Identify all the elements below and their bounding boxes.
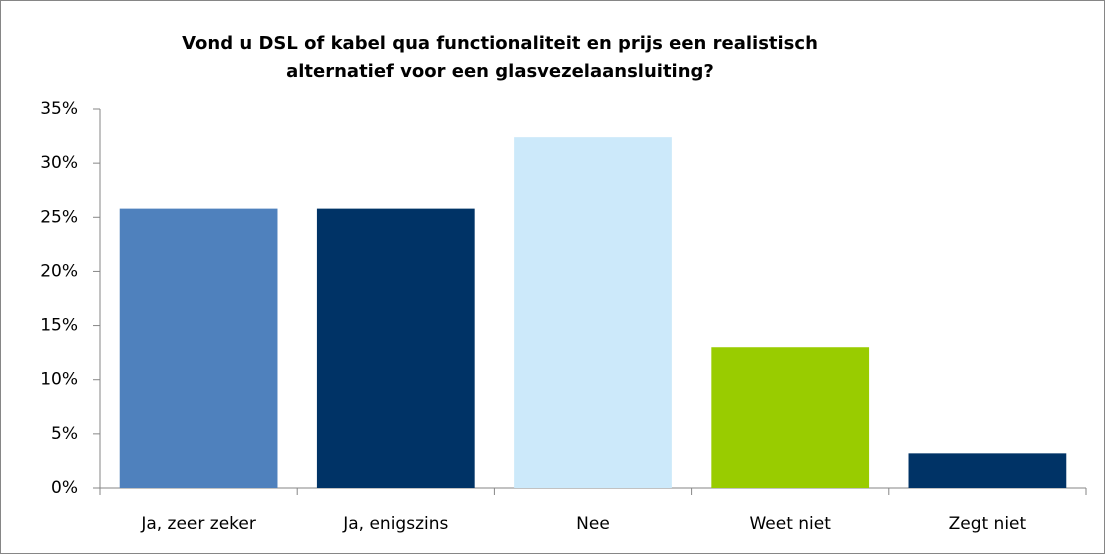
bar	[711, 347, 870, 488]
y-tick-label: 30%	[40, 153, 78, 173]
chart-title-line: Vond u DSL of kabel qua functionaliteit …	[182, 33, 818, 54]
y-tick-label: 5%	[51, 424, 78, 444]
bar	[908, 453, 1067, 488]
y-tick-label: 35%	[40, 99, 78, 119]
x-tick-label: Zegt niet	[949, 514, 1027, 534]
y-tick-label: 0%	[51, 478, 78, 498]
x-tick-label: Nee	[576, 514, 610, 534]
x-tick-label: Ja, zeer zeker	[140, 514, 256, 534]
y-tick-label: 25%	[40, 207, 78, 227]
bar	[316, 208, 475, 488]
y-tick-label: 15%	[40, 316, 78, 336]
chart-title-line: alternatief voor een glasvezelaansluitin…	[286, 61, 714, 82]
y-tick-label: 20%	[40, 261, 78, 281]
bar	[514, 137, 672, 488]
x-tick-label: Ja, enigszins	[342, 514, 448, 534]
x-tick-label: Weet niet	[749, 514, 831, 534]
bar	[119, 208, 278, 488]
y-tick-label: 10%	[40, 370, 78, 390]
